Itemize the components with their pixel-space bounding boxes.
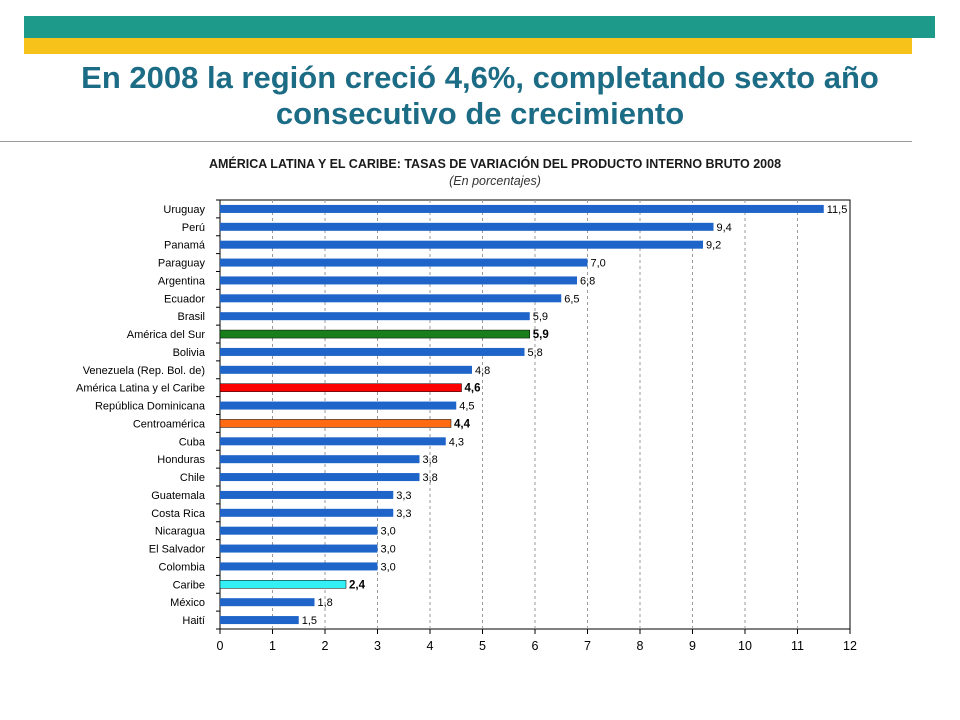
category-label-america-latina-y-el-caribe: América Latina y el Caribe [76,383,205,395]
value-label-peru: 9,4 [717,222,732,234]
x-tick-label: 5 [479,639,486,653]
value-label-panama: 9,2 [706,240,721,252]
value-label-bolivia: 5,8 [528,347,543,359]
x-tick-label: 10 [738,639,752,653]
bar-america-del-sur [219,329,530,339]
bar-paraguay [220,258,588,267]
value-label-america-latina-y-el-caribe: 4,6 [465,383,481,395]
bar-honduras [220,455,420,464]
value-label-chile: 3,8 [423,472,438,484]
x-tick-label: 8 [637,639,644,653]
category-label-cuba: Cuba [179,436,206,448]
slide-title: En 2008 la región creció 4,6%, completan… [0,60,960,132]
value-label-argentina: 6,8 [580,275,595,287]
bar-ecuador [220,294,562,303]
bar-uruguay [220,204,824,213]
header-teal-band [24,16,935,38]
x-tick-label: 1 [269,639,276,653]
category-label-america-del-sur: América del Sur [127,329,206,341]
value-label-ecuador: 6,5 [564,293,579,305]
category-label-honduras: Honduras [157,454,205,466]
category-label-brasil: Brasil [177,311,205,323]
bar-nicaragua [220,526,378,535]
category-label-paraguay: Paraguay [158,258,206,270]
x-tick-label: 3 [374,639,381,653]
category-label-nicaragua: Nicaragua [155,526,206,538]
x-tick-label: 11 [791,639,804,653]
bar-caribe [219,580,347,589]
value-label-honduras: 3,8 [423,454,438,466]
category-label-guatemala: Guatemala [151,490,206,502]
value-label-costa-rica: 3,3 [396,508,411,520]
value-label-guatemala: 3,3 [396,490,411,502]
value-label-haiti: 1,5 [302,615,317,627]
value-label-venezuela-rep-bol-de: 4,8 [475,365,490,377]
header-yellow-band [24,38,912,54]
x-tick-label: 2 [322,639,329,653]
value-label-caribe: 2,4 [349,579,366,591]
bar-argentina [220,276,577,285]
slide-title-line-1: En 2008 la región creció 4,6%, completan… [81,60,879,95]
category-label-peru: Perú [182,222,205,234]
category-label-centroamerica: Centroamérica [133,418,206,430]
category-label-republica-dominicana: República Dominicana [95,401,206,413]
category-label-ecuador: Ecuador [164,293,205,305]
chart-title: AMÉRICA LATINA Y EL CARIBE: TASAS DE VAR… [208,157,782,171]
category-label-chile: Chile [180,472,205,484]
bar-costa-rica [220,508,394,517]
bar-america-latina-y-el-caribe [219,383,462,392]
value-label-republica-dominicana: 4,5 [459,401,474,413]
category-label-bolivia: Bolivia [173,347,206,359]
category-label-colombia: Colombia [159,561,206,573]
value-label-america-del-sur: 5,9 [533,329,549,341]
x-tick-label: 9 [689,639,696,653]
value-label-el-salvador: 3,0 [381,544,396,556]
bar-mexico [220,598,315,607]
bar-peru [220,222,714,231]
title-divider [0,141,912,142]
category-label-caribe: Caribe [173,579,205,591]
category-label-venezuela-rep-bol-de: Venezuela (Rep. Bol. de) [83,365,205,377]
category-label-costa-rica: Costa Rica [151,508,206,520]
bar-colombia [220,562,378,571]
bar-centroamerica [219,419,452,428]
value-label-centroamerica: 4,4 [454,418,471,430]
category-label-argentina: Argentina [158,275,206,287]
bar-venezuela-rep-bol-de [220,365,472,374]
chart-subtitle: (En porcentajes) [449,174,541,188]
value-label-uruguay: 11,5 [827,204,848,216]
bar-brasil [220,312,530,321]
category-label-mexico: México [170,597,205,609]
x-tick-label: 0 [217,639,224,653]
bar-cuba [220,437,446,446]
value-label-colombia: 3,0 [381,561,396,573]
x-tick-label: 4 [427,639,434,653]
bar-panama [220,240,703,249]
bar-republica-dominicana [220,401,457,410]
slide-title-line-2: consecutivo de crecimiento [275,96,685,131]
value-label-mexico: 1,8 [318,597,333,609]
bar-el-salvador [220,544,378,553]
value-label-nicaragua: 3,0 [381,526,396,538]
value-label-brasil: 5,9 [533,311,548,323]
category-label-uruguay: Uruguay [163,204,205,216]
bar-chile [220,473,420,482]
value-label-cuba: 4,3 [449,436,464,448]
bar-guatemala [220,490,394,499]
x-tick-label: 12 [843,639,857,653]
x-tick-label: 7 [584,639,591,653]
bar-haiti [220,616,299,625]
bar-bolivia [220,347,525,356]
x-tick-label: 6 [532,639,539,653]
category-label-panama: Panamá [164,240,206,252]
category-label-haiti: Haití [182,615,205,627]
value-label-paraguay: 7,0 [591,258,606,270]
category-label-el-salvador: El Salvador [149,544,206,556]
